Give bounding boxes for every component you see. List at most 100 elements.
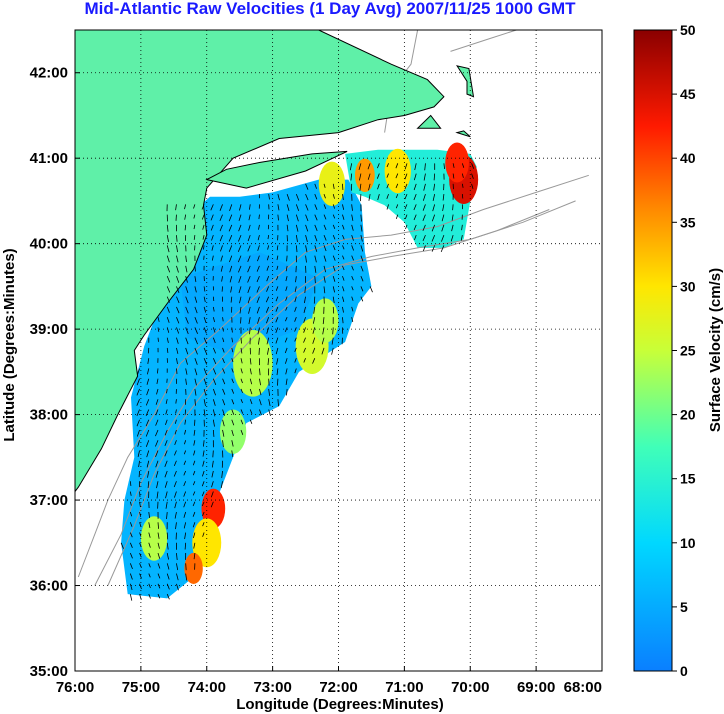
velocity-arrow bbox=[351, 204, 353, 211]
velocity-arrow bbox=[265, 296, 270, 303]
velocity-arrow bbox=[157, 532, 160, 539]
velocity-arrow bbox=[266, 255, 270, 261]
y-tick-label: 35:00 bbox=[30, 663, 68, 680]
velocity-arrow bbox=[323, 286, 326, 294]
velocity-arrow bbox=[173, 460, 177, 467]
velocity-arrow bbox=[176, 286, 180, 294]
velocity-arrow bbox=[256, 286, 260, 293]
velocity-arrow bbox=[395, 214, 399, 220]
velocity-arrow bbox=[351, 224, 354, 231]
velocity-arrow bbox=[203, 306, 207, 313]
velocity-arrow bbox=[184, 409, 187, 415]
velocity-arrow bbox=[268, 399, 271, 406]
velocity-vectors bbox=[120, 163, 475, 601]
velocity-arrow bbox=[155, 460, 159, 468]
velocity-arrow bbox=[231, 358, 234, 363]
velocity-arrow bbox=[259, 409, 262, 416]
velocity-arrow bbox=[185, 368, 188, 375]
velocity-arrow bbox=[174, 491, 177, 498]
velocity-arrow bbox=[431, 224, 436, 232]
isobath-line bbox=[107, 209, 550, 586]
velocity-arrow bbox=[193, 542, 196, 549]
velocity-arrow bbox=[145, 409, 150, 416]
velocity-arrow bbox=[231, 378, 234, 384]
velocity-arrow bbox=[185, 306, 189, 314]
velocity-arrow bbox=[212, 409, 216, 417]
velocity-arrow bbox=[166, 347, 169, 353]
velocity-arrow bbox=[166, 255, 170, 263]
velocity-arrow bbox=[166, 245, 170, 253]
velocity-arrow bbox=[285, 296, 288, 301]
velocity-arrow bbox=[231, 419, 235, 426]
velocity-arrow bbox=[256, 275, 260, 283]
velocity-arrow bbox=[268, 194, 270, 200]
velocity-arrow bbox=[139, 511, 142, 517]
velocity-arrow bbox=[249, 399, 253, 405]
velocity-arrow bbox=[164, 440, 168, 446]
velocity-arrow bbox=[137, 440, 140, 447]
velocity-arrow bbox=[249, 204, 251, 210]
velocity-arrow bbox=[471, 163, 475, 169]
velocity-arrow bbox=[295, 276, 297, 283]
velocity-arrow bbox=[147, 368, 150, 375]
velocity-arrow bbox=[237, 255, 242, 263]
velocity-arrow bbox=[240, 317, 242, 324]
velocity-arrow bbox=[441, 234, 445, 242]
velocity-arrow bbox=[175, 409, 177, 414]
velocity-arrow bbox=[193, 429, 196, 436]
velocity-arrow bbox=[183, 522, 187, 529]
velocity-arrow bbox=[212, 317, 215, 323]
y-tick-label: 36:00 bbox=[30, 578, 68, 595]
velocity-arrow bbox=[342, 234, 345, 240]
velocity-arrow bbox=[194, 368, 198, 376]
velocity-arrow bbox=[194, 276, 197, 283]
colorbar-tick-label: 0 bbox=[680, 663, 688, 679]
velocity-arrow bbox=[221, 276, 223, 282]
velocity-arrow bbox=[314, 255, 317, 263]
velocity-arrow bbox=[321, 337, 325, 345]
velocity-arrow bbox=[413, 193, 417, 201]
velocity-arrow bbox=[183, 481, 187, 487]
velocity-arrow bbox=[285, 368, 288, 375]
velocity-arrow bbox=[342, 286, 345, 292]
velocity-arrow bbox=[193, 235, 196, 240]
velocity-arrow bbox=[202, 460, 205, 467]
velocity-arrow bbox=[249, 419, 253, 424]
velocity-arrow bbox=[194, 399, 196, 406]
velocity-arrow bbox=[212, 327, 216, 333]
colorbar-tick-label: 35 bbox=[680, 214, 696, 230]
velocity-arrow bbox=[323, 224, 327, 231]
velocity-arrow bbox=[185, 296, 189, 304]
velocity-arrow bbox=[136, 388, 140, 396]
velocity-arrow bbox=[145, 419, 150, 427]
velocity-arrow bbox=[185, 317, 189, 324]
velocity-arrow bbox=[332, 255, 336, 261]
velocity-arrow bbox=[174, 501, 177, 509]
velocity-arrow bbox=[323, 193, 326, 199]
velocity-arrow bbox=[203, 440, 205, 447]
velocity-arrow bbox=[185, 276, 188, 283]
velocity-arrow bbox=[222, 368, 226, 374]
velocity-arrow bbox=[256, 306, 260, 314]
x-tick-label: 74:00 bbox=[188, 679, 226, 696]
velocity-arrow bbox=[203, 296, 206, 303]
velocity-arrow bbox=[148, 583, 151, 589]
velocity-arrow bbox=[238, 214, 242, 222]
velocity-arrow bbox=[248, 214, 251, 221]
velocity-arrow bbox=[148, 532, 151, 538]
velocity-arrow bbox=[267, 235, 270, 240]
velocity-arrow bbox=[377, 183, 380, 190]
velocity-arrow bbox=[259, 368, 261, 376]
velocity-arrow bbox=[145, 440, 150, 447]
velocity-arrow bbox=[294, 337, 297, 342]
velocity-arrow bbox=[148, 573, 151, 578]
isobath-line bbox=[77, 174, 589, 578]
velocity-arrow bbox=[220, 265, 223, 272]
velocity-arrow bbox=[210, 491, 214, 498]
velocity-arrow bbox=[231, 399, 235, 405]
velocity-arrow bbox=[247, 245, 251, 252]
velocity-arrow bbox=[367, 173, 371, 180]
velocity-arrow bbox=[176, 255, 179, 263]
velocity-arrow bbox=[157, 522, 159, 529]
velocity-hotspot bbox=[184, 552, 203, 584]
